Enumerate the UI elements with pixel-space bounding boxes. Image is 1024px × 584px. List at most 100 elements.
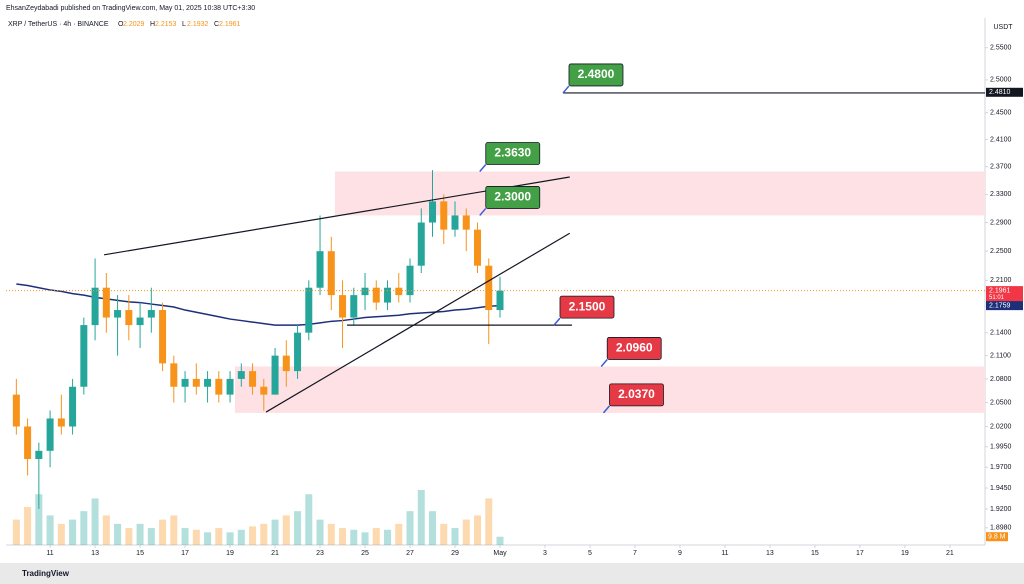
x-tick-label: 19 xyxy=(901,550,909,557)
footer-logo: TradingView xyxy=(22,569,70,578)
volume-bar xyxy=(102,515,110,545)
y-tick-label: 2.0800 xyxy=(990,376,1012,383)
volume-bar xyxy=(327,523,335,545)
annotation-label: 2.4800 xyxy=(578,67,615,81)
y-tick-label: 2.0200 xyxy=(990,423,1012,430)
volume-bar xyxy=(147,528,155,545)
candle-body xyxy=(316,251,324,288)
x-tick-label: 23 xyxy=(316,550,324,557)
volume-bar xyxy=(260,523,268,545)
y-tick-label: 2.1100 xyxy=(990,352,1011,359)
x-tick-label: May xyxy=(493,550,507,557)
annotation-pointer xyxy=(553,317,561,326)
x-tick-label: 19 xyxy=(226,550,234,557)
y-tick-label: 1.9700 xyxy=(990,464,1012,471)
y-tick-label: 2.1400 xyxy=(990,330,1012,337)
candle-body xyxy=(485,265,493,311)
volume-bar xyxy=(361,532,369,545)
x-tick-label: 7 xyxy=(633,550,637,557)
x-tick-label: 21 xyxy=(946,550,954,557)
y-tick-label: 1.9200 xyxy=(990,506,1012,513)
volume-bar xyxy=(372,528,380,545)
volume-bar xyxy=(451,528,459,545)
candle-body xyxy=(114,310,122,318)
y-tick-label: 2.3300 xyxy=(990,191,1012,198)
candle-body xyxy=(429,201,437,223)
volume-bar xyxy=(181,528,189,545)
legend-key: L xyxy=(182,21,186,28)
annotation-box xyxy=(485,142,541,165)
x-tick-label: 9 xyxy=(678,550,682,557)
y-tick-label: 2.4100 xyxy=(990,136,1012,143)
candle-body xyxy=(192,378,200,387)
annotation-box xyxy=(568,63,624,87)
candle-body xyxy=(361,287,369,296)
annotation-label: 2.3630 xyxy=(494,146,531,160)
candle-body xyxy=(159,310,167,364)
candle-body xyxy=(237,371,245,379)
x-tick-label: 13 xyxy=(766,550,774,557)
annotation-box xyxy=(606,337,662,360)
x-tick-label: 17 xyxy=(856,550,864,557)
volume-bar xyxy=(429,511,437,545)
volume-bar xyxy=(57,523,65,545)
candle-body xyxy=(451,215,459,230)
annotation-box xyxy=(485,186,541,209)
legend-key: O xyxy=(118,21,124,28)
symbol: XRP / TetherUS · 4h · BINANCE xyxy=(8,21,109,28)
annotation-box xyxy=(559,295,615,319)
y-tick-label: 2.2500 xyxy=(990,248,1012,255)
x-tick-label: 13 xyxy=(91,550,99,557)
x-tick-label: 27 xyxy=(406,550,414,557)
y-tick-label: 2.2900 xyxy=(990,219,1012,226)
candle-body xyxy=(136,317,144,326)
price-tag-label: 2.1961 xyxy=(989,287,1011,294)
unit: USDT xyxy=(993,24,1013,31)
volume-bar xyxy=(249,526,257,545)
volume-bar xyxy=(159,519,167,545)
volume-bar xyxy=(46,515,54,545)
volume-bar xyxy=(24,506,32,545)
legend-key: H xyxy=(150,21,155,28)
volume-bar xyxy=(339,528,347,545)
candle-body xyxy=(496,290,504,311)
volume-bar xyxy=(496,536,504,545)
x-tick-label: 15 xyxy=(811,550,819,557)
volume-bar xyxy=(192,529,200,545)
y-tick-label: 2.3700 xyxy=(990,164,1012,171)
volume-bar xyxy=(294,511,302,545)
annotation-pointer xyxy=(562,85,570,94)
legend-value: 2.1961 xyxy=(219,21,241,28)
y-tick-label: 2.5000 xyxy=(990,77,1012,84)
candle-body xyxy=(294,332,302,372)
candle-body xyxy=(147,310,155,318)
volume-tag xyxy=(986,532,1008,542)
volume-bar xyxy=(384,529,392,545)
y-tick-label: 2.4500 xyxy=(990,110,1012,117)
volume-bar xyxy=(69,519,77,545)
annotation-label: 2.0370 xyxy=(618,387,655,401)
volume-bar xyxy=(305,494,313,545)
candle-body xyxy=(215,378,223,395)
volume-bar xyxy=(136,523,144,545)
candle-body xyxy=(417,222,425,266)
legend-value: 2.2029 xyxy=(123,21,145,28)
volume-bar xyxy=(440,523,448,545)
candle-body xyxy=(204,378,212,387)
volume-bar xyxy=(395,523,403,545)
legend-value: 2.2153 xyxy=(155,21,177,28)
countdown: 51:01 xyxy=(989,295,1005,301)
candle-body xyxy=(35,450,43,460)
price-tag xyxy=(986,286,1023,303)
annotation-label: 2.1500 xyxy=(569,299,606,313)
trendline xyxy=(265,232,571,413)
candle-body xyxy=(91,287,99,326)
legend-key: C xyxy=(214,21,219,28)
candle-body xyxy=(260,386,268,395)
candle-body xyxy=(395,287,403,296)
volume-bar xyxy=(485,498,493,545)
x-tick-label: 25 xyxy=(361,550,369,557)
candle-body xyxy=(327,251,335,296)
volume-tag-label: 9.8 M xyxy=(988,534,1006,541)
x-tick-label: 11 xyxy=(721,550,728,557)
